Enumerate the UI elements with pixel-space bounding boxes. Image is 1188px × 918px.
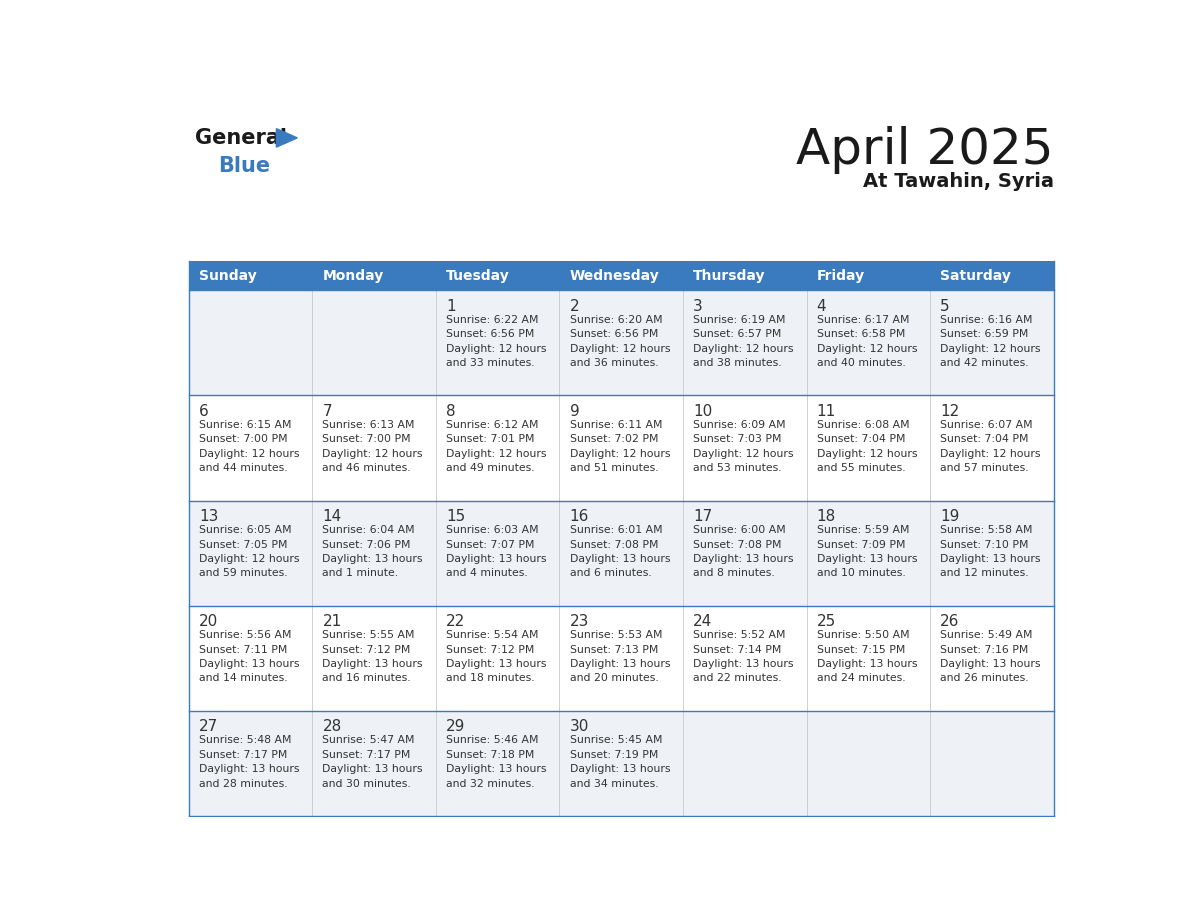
Text: 12: 12 (940, 404, 960, 419)
Bar (189, 290, 1054, 396)
Bar (560, 261, 683, 290)
Text: 11: 11 (816, 404, 836, 419)
Bar (683, 261, 807, 290)
Text: Monday: Monday (322, 269, 384, 283)
Text: 17: 17 (693, 509, 713, 524)
Text: 24: 24 (693, 614, 713, 629)
Text: Wednesday: Wednesday (569, 269, 659, 283)
Text: Blue: Blue (219, 156, 271, 176)
Text: 19: 19 (940, 509, 960, 524)
Bar (189, 261, 312, 290)
Text: 9: 9 (569, 404, 580, 419)
Text: At Tawahin, Syria: At Tawahin, Syria (862, 172, 1054, 191)
Text: 25: 25 (816, 614, 836, 629)
Bar (189, 711, 1054, 816)
Text: Thursday: Thursday (693, 269, 765, 283)
Text: Tuesday: Tuesday (446, 269, 510, 283)
Bar (436, 261, 560, 290)
Text: 6: 6 (198, 404, 209, 419)
Text: 28: 28 (322, 719, 342, 734)
Text: 7: 7 (322, 404, 333, 419)
Text: 23: 23 (569, 614, 589, 629)
Text: Sunrise: 6:16 AM
Sunset: 6:59 PM
Daylight: 12 hours
and 42 minutes.: Sunrise: 6:16 AM Sunset: 6:59 PM Dayligh… (940, 315, 1041, 368)
Text: Sunrise: 6:20 AM
Sunset: 6:56 PM
Daylight: 12 hours
and 36 minutes.: Sunrise: 6:20 AM Sunset: 6:56 PM Dayligh… (569, 315, 670, 368)
Text: Sunrise: 5:45 AM
Sunset: 7:19 PM
Daylight: 13 hours
and 34 minutes.: Sunrise: 5:45 AM Sunset: 7:19 PM Dayligh… (569, 735, 670, 789)
Text: Sunrise: 5:47 AM
Sunset: 7:17 PM
Daylight: 13 hours
and 30 minutes.: Sunrise: 5:47 AM Sunset: 7:17 PM Dayligh… (322, 735, 423, 789)
Text: Sunrise: 5:48 AM
Sunset: 7:17 PM
Daylight: 13 hours
and 28 minutes.: Sunrise: 5:48 AM Sunset: 7:17 PM Dayligh… (198, 735, 299, 789)
Text: Friday: Friday (816, 269, 865, 283)
Polygon shape (277, 129, 297, 147)
Bar (807, 261, 930, 290)
Text: Sunrise: 6:17 AM
Sunset: 6:58 PM
Daylight: 12 hours
and 40 minutes.: Sunrise: 6:17 AM Sunset: 6:58 PM Dayligh… (816, 315, 917, 368)
Text: 2: 2 (569, 299, 580, 314)
Text: General: General (195, 128, 287, 148)
Text: Sunrise: 5:54 AM
Sunset: 7:12 PM
Daylight: 13 hours
and 18 minutes.: Sunrise: 5:54 AM Sunset: 7:12 PM Dayligh… (446, 631, 546, 684)
Text: Sunday: Sunday (198, 269, 257, 283)
Text: 26: 26 (940, 614, 960, 629)
Bar (930, 261, 1054, 290)
Text: Sunrise: 6:05 AM
Sunset: 7:05 PM
Daylight: 12 hours
and 59 minutes.: Sunrise: 6:05 AM Sunset: 7:05 PM Dayligh… (198, 525, 299, 578)
Text: Sunrise: 6:11 AM
Sunset: 7:02 PM
Daylight: 12 hours
and 51 minutes.: Sunrise: 6:11 AM Sunset: 7:02 PM Dayligh… (569, 420, 670, 474)
Text: Sunrise: 6:04 AM
Sunset: 7:06 PM
Daylight: 13 hours
and 1 minute.: Sunrise: 6:04 AM Sunset: 7:06 PM Dayligh… (322, 525, 423, 578)
Text: 5: 5 (940, 299, 950, 314)
Text: Sunrise: 5:59 AM
Sunset: 7:09 PM
Daylight: 13 hours
and 10 minutes.: Sunrise: 5:59 AM Sunset: 7:09 PM Dayligh… (816, 525, 917, 578)
Bar (189, 606, 1054, 711)
Text: Sunrise: 6:09 AM
Sunset: 7:03 PM
Daylight: 12 hours
and 53 minutes.: Sunrise: 6:09 AM Sunset: 7:03 PM Dayligh… (693, 420, 794, 474)
Text: Sunrise: 6:03 AM
Sunset: 7:07 PM
Daylight: 13 hours
and 4 minutes.: Sunrise: 6:03 AM Sunset: 7:07 PM Dayligh… (446, 525, 546, 578)
Text: Sunrise: 6:15 AM
Sunset: 7:00 PM
Daylight: 12 hours
and 44 minutes.: Sunrise: 6:15 AM Sunset: 7:00 PM Dayligh… (198, 420, 299, 474)
Text: Sunrise: 6:22 AM
Sunset: 6:56 PM
Daylight: 12 hours
and 33 minutes.: Sunrise: 6:22 AM Sunset: 6:56 PM Dayligh… (446, 315, 546, 368)
Text: April 2025: April 2025 (796, 126, 1054, 174)
Text: Sunrise: 5:58 AM
Sunset: 7:10 PM
Daylight: 13 hours
and 12 minutes.: Sunrise: 5:58 AM Sunset: 7:10 PM Dayligh… (940, 525, 1041, 578)
Text: Sunrise: 6:12 AM
Sunset: 7:01 PM
Daylight: 12 hours
and 49 minutes.: Sunrise: 6:12 AM Sunset: 7:01 PM Dayligh… (446, 420, 546, 474)
Text: Sunrise: 5:56 AM
Sunset: 7:11 PM
Daylight: 13 hours
and 14 minutes.: Sunrise: 5:56 AM Sunset: 7:11 PM Dayligh… (198, 631, 299, 684)
Text: Sunrise: 5:46 AM
Sunset: 7:18 PM
Daylight: 13 hours
and 32 minutes.: Sunrise: 5:46 AM Sunset: 7:18 PM Dayligh… (446, 735, 546, 789)
Text: Sunrise: 5:50 AM
Sunset: 7:15 PM
Daylight: 13 hours
and 24 minutes.: Sunrise: 5:50 AM Sunset: 7:15 PM Dayligh… (816, 631, 917, 684)
Text: 29: 29 (446, 719, 466, 734)
Text: 20: 20 (198, 614, 219, 629)
Bar (312, 261, 436, 290)
Text: 21: 21 (322, 614, 342, 629)
Text: 4: 4 (816, 299, 827, 314)
Text: Sunrise: 6:13 AM
Sunset: 7:00 PM
Daylight: 12 hours
and 46 minutes.: Sunrise: 6:13 AM Sunset: 7:00 PM Dayligh… (322, 420, 423, 474)
Text: Saturday: Saturday (940, 269, 1011, 283)
Bar (189, 500, 1054, 606)
Text: 10: 10 (693, 404, 713, 419)
Text: 15: 15 (446, 509, 466, 524)
Text: 16: 16 (569, 509, 589, 524)
Text: Sunrise: 6:01 AM
Sunset: 7:08 PM
Daylight: 13 hours
and 6 minutes.: Sunrise: 6:01 AM Sunset: 7:08 PM Dayligh… (569, 525, 670, 578)
Text: Sunrise: 6:08 AM
Sunset: 7:04 PM
Daylight: 12 hours
and 55 minutes.: Sunrise: 6:08 AM Sunset: 7:04 PM Dayligh… (816, 420, 917, 474)
Text: Sunrise: 5:53 AM
Sunset: 7:13 PM
Daylight: 13 hours
and 20 minutes.: Sunrise: 5:53 AM Sunset: 7:13 PM Dayligh… (569, 631, 670, 684)
Bar (189, 396, 1054, 500)
Text: Sunrise: 5:55 AM
Sunset: 7:12 PM
Daylight: 13 hours
and 16 minutes.: Sunrise: 5:55 AM Sunset: 7:12 PM Dayligh… (322, 631, 423, 684)
Text: 27: 27 (198, 719, 219, 734)
Text: 30: 30 (569, 719, 589, 734)
Text: 18: 18 (816, 509, 836, 524)
Text: 22: 22 (446, 614, 466, 629)
Text: Sunrise: 6:00 AM
Sunset: 7:08 PM
Daylight: 13 hours
and 8 minutes.: Sunrise: 6:00 AM Sunset: 7:08 PM Dayligh… (693, 525, 794, 578)
Text: Sunrise: 5:52 AM
Sunset: 7:14 PM
Daylight: 13 hours
and 22 minutes.: Sunrise: 5:52 AM Sunset: 7:14 PM Dayligh… (693, 631, 794, 684)
Text: Sunrise: 6:07 AM
Sunset: 7:04 PM
Daylight: 12 hours
and 57 minutes.: Sunrise: 6:07 AM Sunset: 7:04 PM Dayligh… (940, 420, 1041, 474)
Text: 1: 1 (446, 299, 456, 314)
Text: 14: 14 (322, 509, 342, 524)
Text: 8: 8 (446, 404, 456, 419)
Text: 3: 3 (693, 299, 703, 314)
Text: Sunrise: 6:19 AM
Sunset: 6:57 PM
Daylight: 12 hours
and 38 minutes.: Sunrise: 6:19 AM Sunset: 6:57 PM Dayligh… (693, 315, 794, 368)
Text: 13: 13 (198, 509, 219, 524)
Text: Sunrise: 5:49 AM
Sunset: 7:16 PM
Daylight: 13 hours
and 26 minutes.: Sunrise: 5:49 AM Sunset: 7:16 PM Dayligh… (940, 631, 1041, 684)
